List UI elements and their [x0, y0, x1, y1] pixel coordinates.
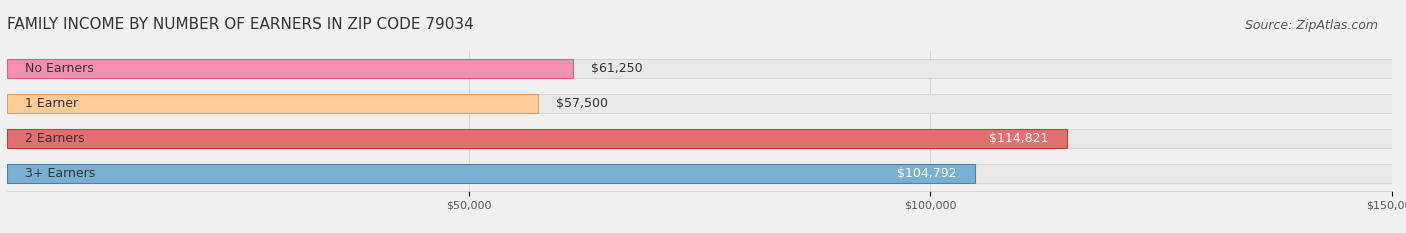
Text: 3+ Earners: 3+ Earners: [25, 167, 96, 180]
Text: $114,821: $114,821: [990, 132, 1049, 145]
Bar: [7, 59, 572, 78]
Text: 1 Earner: 1 Earner: [25, 97, 79, 110]
Text: $61,250: $61,250: [591, 62, 643, 75]
Text: No Earners: No Earners: [25, 62, 94, 75]
Bar: [7, 129, 1392, 148]
Text: $104,792: $104,792: [897, 167, 956, 180]
Text: $57,500: $57,500: [557, 97, 609, 110]
Bar: [7, 94, 538, 113]
Text: 2 Earners: 2 Earners: [25, 132, 86, 145]
Bar: [7, 94, 1392, 113]
Bar: [7, 164, 1392, 183]
Text: FAMILY INCOME BY NUMBER OF EARNERS IN ZIP CODE 79034: FAMILY INCOME BY NUMBER OF EARNERS IN ZI…: [7, 17, 474, 32]
Text: Source: ZipAtlas.com: Source: ZipAtlas.com: [1244, 19, 1378, 32]
Bar: [7, 129, 1067, 148]
Bar: [7, 59, 1392, 78]
Bar: [7, 164, 974, 183]
